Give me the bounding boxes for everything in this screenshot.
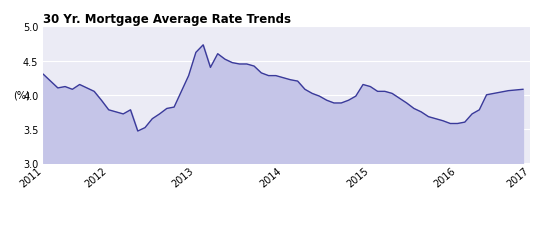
Legend: Average Values: Average Values xyxy=(225,225,348,227)
Text: 30 Yr. Mortgage Average Rate Trends: 30 Yr. Mortgage Average Rate Trends xyxy=(43,13,291,26)
Y-axis label: (%): (%) xyxy=(14,90,30,100)
